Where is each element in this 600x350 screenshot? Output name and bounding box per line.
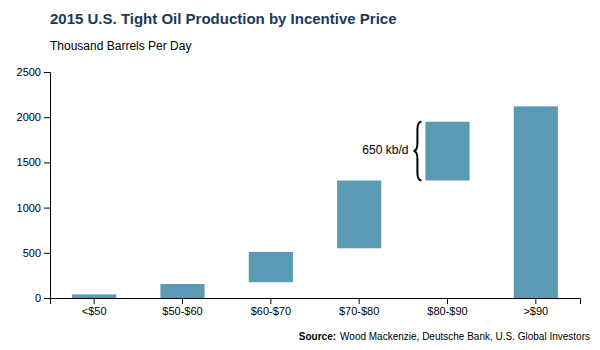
y-axis-line (44, 73, 51, 299)
y-tick-mark (44, 208, 50, 209)
plot: 0 500 1000 1500 2000 2500 <$50 $50-$60 $60-$70 $7… (17, 66, 581, 317)
x-tick-label: $60-$70 (251, 305, 291, 317)
source: Source: Wood Mackenzie, Deutsche Bank, U.… (299, 331, 590, 342)
y-tick-mark (44, 298, 50, 299)
y-tick: 2500 (17, 66, 50, 78)
y-tick: 2000 (17, 111, 50, 123)
x-tick: $70-$80 (339, 298, 379, 317)
source-label: Source: (299, 331, 336, 342)
y-axis: 0 500 1000 1500 2000 2500 (17, 66, 51, 304)
chart: 2015 U.S. Tight Oil Production by Incent… (0, 0, 600, 350)
x-axis-line (51, 299, 581, 305)
x-tick-mark (270, 298, 271, 304)
y-tick-mark (44, 253, 50, 254)
y-tick-label: 2500 (17, 66, 41, 78)
y-tick-label: 1500 (17, 156, 41, 168)
bar (249, 252, 293, 282)
x-tick: <$50 (82, 298, 107, 317)
bars (72, 106, 558, 298)
x-tick: $50-$60 (162, 298, 202, 317)
y-tick: 500 (23, 247, 50, 259)
x-tick-label: <$50 (82, 305, 107, 317)
y-tick-label: 500 (23, 247, 41, 259)
x-tick-mark (94, 298, 95, 304)
bar (425, 122, 469, 181)
source-text: Wood Mackenzie, Deutsche Bank, U.S. Glob… (340, 331, 590, 342)
y-tick-label: 0 (35, 292, 41, 304)
bar (160, 284, 204, 298)
y-tick-mark (44, 162, 50, 163)
x-tick: $80-$90 (427, 298, 467, 317)
brace (413, 122, 421, 181)
x-tick: $60-$70 (251, 298, 291, 317)
x-tick-mark (447, 298, 448, 304)
x-tick-mark (182, 298, 183, 304)
x-tick-mark (359, 298, 360, 304)
x-tick: >$90 (523, 298, 548, 317)
bar (514, 106, 558, 298)
x-tick-label: >$90 (523, 305, 548, 317)
x-tick-label: $70-$80 (339, 305, 379, 317)
y-tick: 1000 (17, 202, 50, 214)
y-tick-mark (44, 117, 50, 118)
y-tick: 0 (35, 292, 50, 304)
x-axis: <$50 $50-$60 $60-$70 $70-$80 $80-$90 >$90 (51, 298, 581, 317)
annotation: 650 kb/d (362, 122, 421, 181)
y-axis-label: Thousand Barrels Per Day (50, 39, 191, 53)
y-tick-mark (44, 72, 50, 73)
bar (337, 180, 381, 248)
bar (72, 294, 116, 298)
x-tick-label: $80-$90 (427, 305, 467, 317)
x-tick-mark (535, 298, 536, 304)
x-tick-label: $50-$60 (162, 305, 202, 317)
annotation-text: 650 kb/d (362, 143, 408, 157)
y-tick-label: 1000 (17, 202, 41, 214)
title: 2015 U.S. Tight Oil Production by Incent… (50, 10, 396, 27)
y-tick: 1500 (17, 156, 50, 168)
y-tick-label: 2000 (17, 111, 41, 123)
